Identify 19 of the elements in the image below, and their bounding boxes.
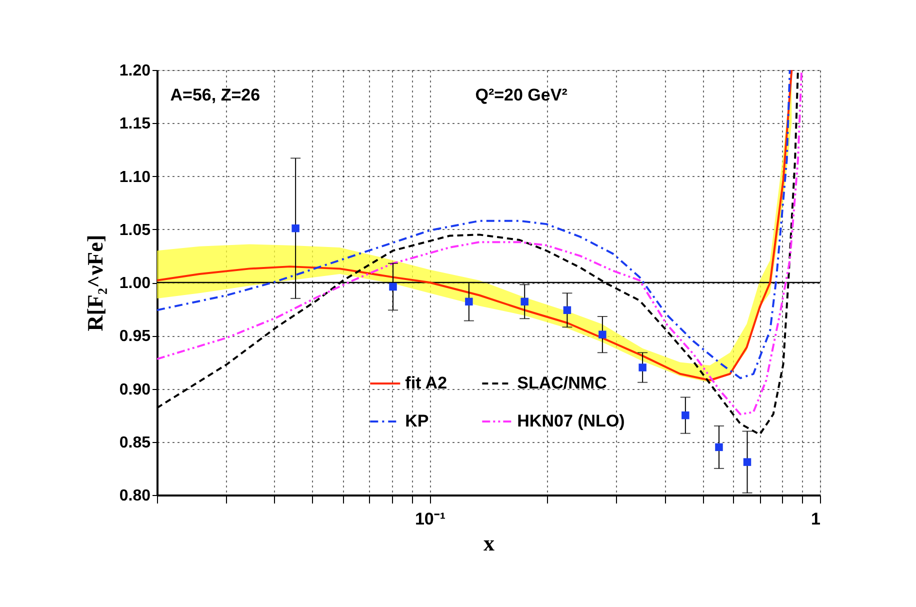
legend-label: SLAC/NMC bbox=[517, 374, 607, 392]
legend-label: fit A2 bbox=[405, 374, 448, 392]
x-tick-label: 10⁻¹ bbox=[414, 510, 446, 528]
y-tick-label: 1.15 bbox=[119, 116, 151, 133]
y-axis-title: R[F₂^νFe] bbox=[82, 234, 108, 332]
x-tick-label: 1 bbox=[811, 510, 820, 528]
legend-label: HKN07 (NLO) bbox=[517, 412, 625, 430]
y-tick-label: 1.05 bbox=[119, 222, 151, 239]
y-tick-label: 0.95 bbox=[119, 328, 151, 346]
y-tick-label: 1.00 bbox=[119, 275, 151, 292]
y-tick-label: 0.80 bbox=[119, 488, 151, 504]
x-axis-title: x bbox=[484, 530, 494, 556]
annotation: Q²=20 GeV² bbox=[475, 86, 568, 104]
legend-label: KP bbox=[405, 412, 429, 430]
y-tick-label: 1.20 bbox=[119, 62, 151, 80]
y-tick-label: 0.90 bbox=[119, 381, 151, 398]
y-tick-label: 0.85 bbox=[119, 434, 151, 452]
y-tick-label: 1.10 bbox=[119, 168, 151, 186]
annotation: A=56, Z=26 bbox=[170, 86, 260, 104]
